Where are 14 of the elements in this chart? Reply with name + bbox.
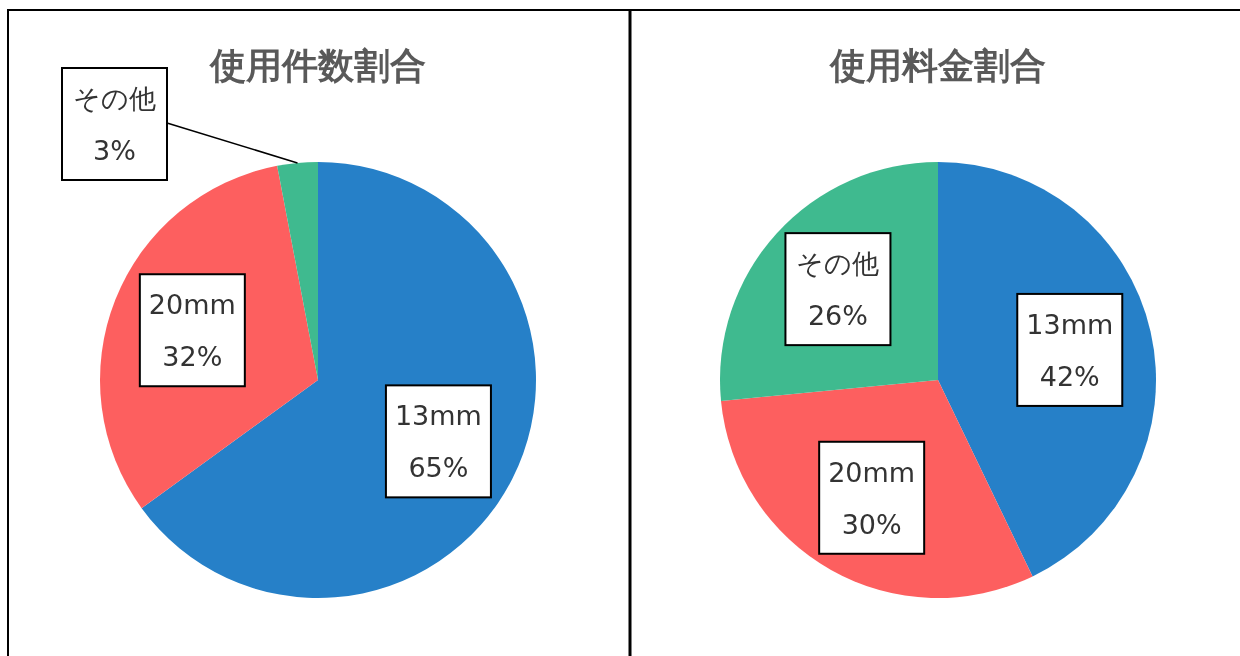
data-label: 30% <box>841 508 902 540</box>
slice-label: 13mm <box>1026 308 1114 340</box>
slice-label: その他 <box>73 83 156 114</box>
slice-label: 20mm <box>828 456 916 488</box>
slice-label: 20mm <box>148 289 236 321</box>
data-label: 3% <box>93 135 136 166</box>
data-label: 26% <box>807 300 868 332</box>
chart-title: 使用件数割合 <box>208 45 426 86</box>
data-label: 65% <box>408 452 469 484</box>
slice-label: 13mm <box>394 400 482 432</box>
slice-label: その他 <box>796 248 880 280</box>
chart-title: 使用料金割合 <box>828 45 1046 86</box>
data-label: 32% <box>162 341 223 373</box>
data-label: 42% <box>1039 360 1100 392</box>
